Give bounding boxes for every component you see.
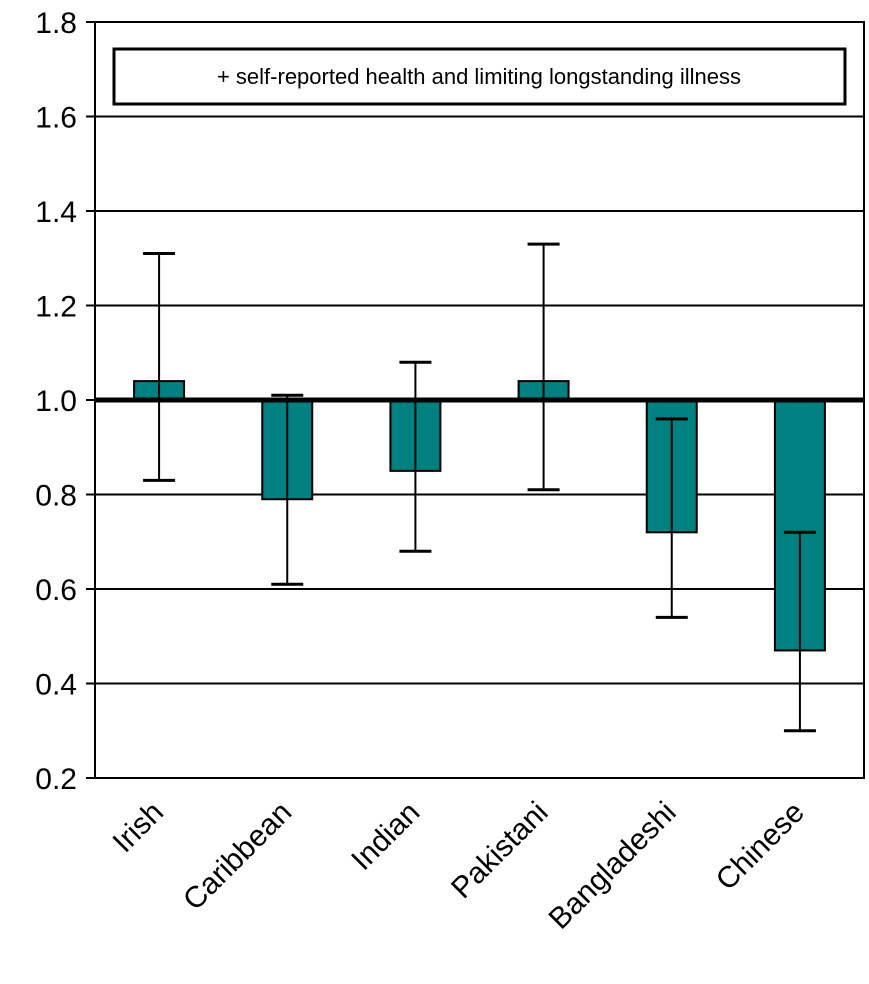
gridlines: [95, 115, 864, 685]
y-tick-label: 0.2: [35, 763, 77, 796]
error-bars: [143, 242, 816, 733]
x-tick-label: Caribbean: [177, 796, 298, 917]
x-tick-label: Chinese: [710, 796, 811, 897]
legend-text: + self-reported health and limiting long…: [217, 64, 741, 89]
y-tick-label: 0.4: [35, 669, 77, 702]
y-tick-label: 1.2: [35, 291, 77, 324]
x-tick-label: Indian: [345, 796, 426, 877]
legend: + self-reported health and limiting long…: [112, 47, 847, 106]
y-tick-label: 1.0: [35, 385, 77, 418]
y-tick-label: 1.4: [35, 196, 77, 229]
y-tick-label: 0.8: [35, 480, 77, 513]
x-tick-label: Irish: [107, 796, 170, 859]
y-axis-ticks: 0.2 0.4 0.6 0.8 1.0 1.2 1.4 1.6 1.8: [35, 7, 95, 796]
y-tick-label: 0.6: [35, 574, 77, 607]
y-tick-label: 1.8: [35, 7, 77, 40]
x-tick-label: Pakistani: [445, 796, 554, 905]
x-axis-labels: Irish Caribbean Indian PakistaniBangladeshi…: [107, 796, 811, 936]
x-tick-label: Bangladeshi: [543, 796, 683, 936]
legend-box: [112, 47, 847, 106]
y-tick-label: 1.6: [35, 102, 77, 135]
